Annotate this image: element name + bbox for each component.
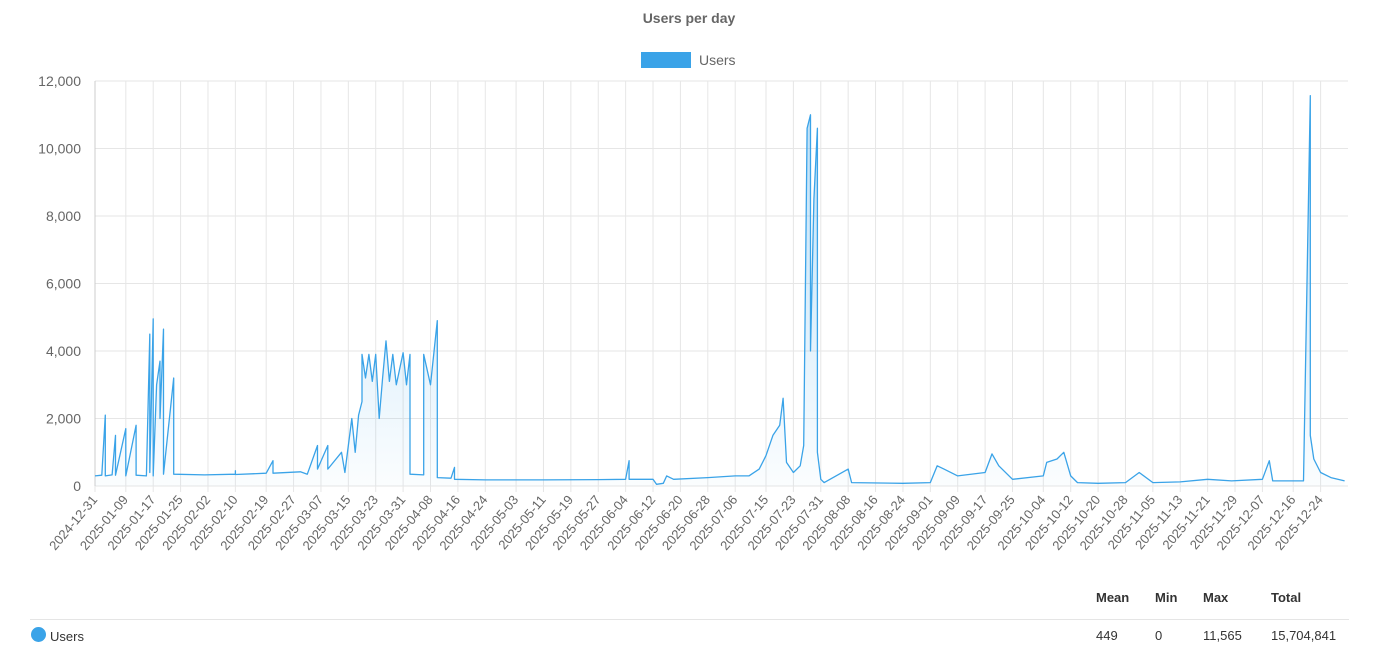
grid [94,80,1348,492]
stats-header-max: Max [1203,590,1229,605]
x-axis: 2024-12-312025-01-092025-01-172025-01-25… [46,492,1326,553]
y-tick-label: 0 [73,478,81,494]
y-tick-label: 6,000 [46,276,81,292]
stats-series-name[interactable]: Users [50,629,84,644]
stats-header-mean: Mean [1096,590,1130,605]
stats-total-value: 15,704,841 [1271,628,1337,643]
y-tick-label: 8,000 [46,208,81,224]
y-tick-label: 12,000 [38,73,81,89]
legend-label[interactable]: Users [699,52,736,68]
series-users [94,95,1345,486]
stats-table: Mean Min Max Total Users 449 0 11,565 15… [0,580,1383,661]
series-area [95,95,1345,486]
chart: Users per day Users 0 2,000 4,000 6,000 8,00… [38,10,1348,553]
stats-mean-value: 449 [1096,628,1118,643]
legend-swatch[interactable] [641,52,691,68]
y-axis: 0 2,000 4,000 6,000 8,000 10,000 12,000 [38,73,96,494]
series-color-dot[interactable] [31,627,46,642]
y-tick-label: 4,000 [46,343,81,359]
y-tick-label: 10,000 [38,141,81,157]
y-tick-label: 2,000 [46,411,81,427]
stats-header-min: Min [1155,590,1178,605]
stats-max-value: 11,565 [1203,628,1242,643]
stats-divider [30,619,1349,620]
series-line[interactable] [94,95,1345,485]
chart-title: Users per day [643,10,736,26]
stats-header-total: Total [1271,590,1302,605]
stats-min-value: 0 [1155,628,1163,643]
